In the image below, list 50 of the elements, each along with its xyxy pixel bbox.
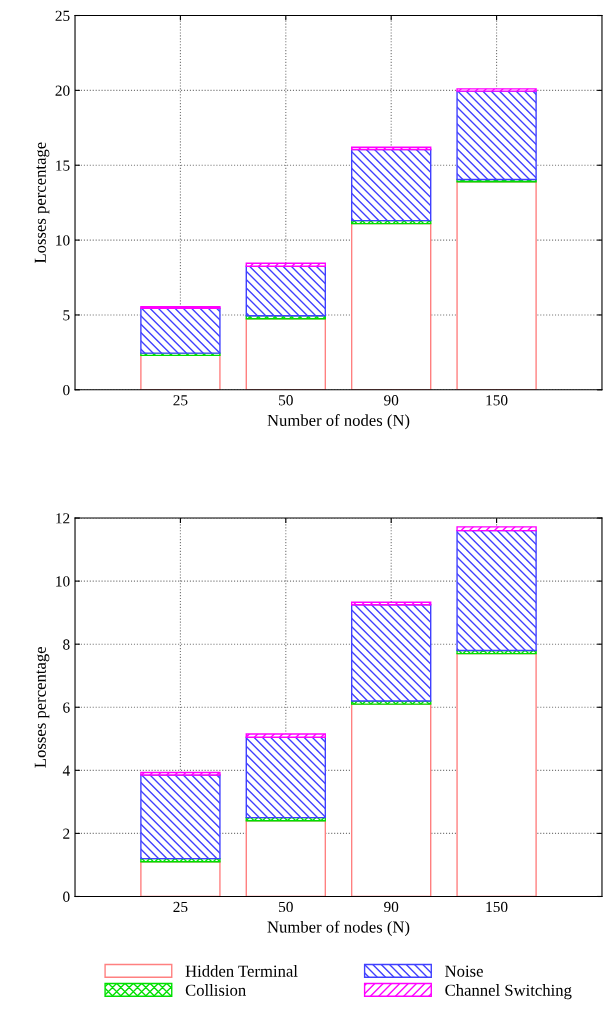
bar xyxy=(140,861,221,897)
bar xyxy=(456,652,537,897)
y-tick-label: 10 xyxy=(56,235,70,246)
x-tick-label: 150 xyxy=(486,395,508,406)
bar xyxy=(140,307,221,354)
legend-label: Noise xyxy=(445,965,483,977)
bar xyxy=(350,148,432,222)
bar xyxy=(456,90,537,181)
bar xyxy=(245,318,327,390)
y-tick-label: 6 xyxy=(63,702,70,713)
bar xyxy=(245,736,327,819)
x-axis-title: Number of nodes (N) xyxy=(267,920,410,937)
y-tick-label: 15 xyxy=(56,160,70,171)
x-tick-label: 150 xyxy=(486,901,508,913)
y-tick-label: 12 xyxy=(56,513,70,524)
bar xyxy=(140,771,221,776)
bar xyxy=(350,703,432,897)
bar xyxy=(245,733,327,738)
bar xyxy=(350,604,432,702)
bar xyxy=(456,181,537,390)
y-tick-label: 5 xyxy=(63,310,70,321)
x-tick-label: 50 xyxy=(279,395,293,406)
bar xyxy=(456,88,537,92)
x-tick-label: 90 xyxy=(384,901,399,913)
x-axis-title: Number of nodes (N) xyxy=(267,414,410,430)
bar xyxy=(245,265,327,317)
y-tick-label: 2 xyxy=(63,828,70,839)
bar xyxy=(350,222,432,390)
y-axis-title: Losses percentage xyxy=(34,142,50,264)
y-tick-label: 0 xyxy=(63,891,70,902)
bar xyxy=(456,526,537,532)
x-tick-label: 50 xyxy=(279,901,293,913)
legend-label: Collision xyxy=(185,984,246,996)
bar xyxy=(140,774,221,860)
x-tick-label: 90 xyxy=(384,395,399,406)
y-tick-label: 0 xyxy=(63,384,70,396)
bar xyxy=(245,262,327,267)
y-tick-label: 8 xyxy=(63,639,70,650)
y-tick-label: 25 xyxy=(55,10,70,21)
y-tick-label: 20 xyxy=(55,85,70,96)
legend-label: Hidden Terminal xyxy=(185,965,298,977)
y-axis-title: Losses percentage xyxy=(34,646,50,768)
bar xyxy=(140,354,221,390)
bar xyxy=(245,820,327,897)
x-tick-label: 25 xyxy=(173,395,188,406)
x-tick-label: 25 xyxy=(173,901,188,913)
bar xyxy=(456,529,537,652)
y-tick-label: 4 xyxy=(62,765,70,776)
legend-label: Channel Switching xyxy=(445,984,572,1000)
y-tick-label: 10 xyxy=(56,576,70,587)
